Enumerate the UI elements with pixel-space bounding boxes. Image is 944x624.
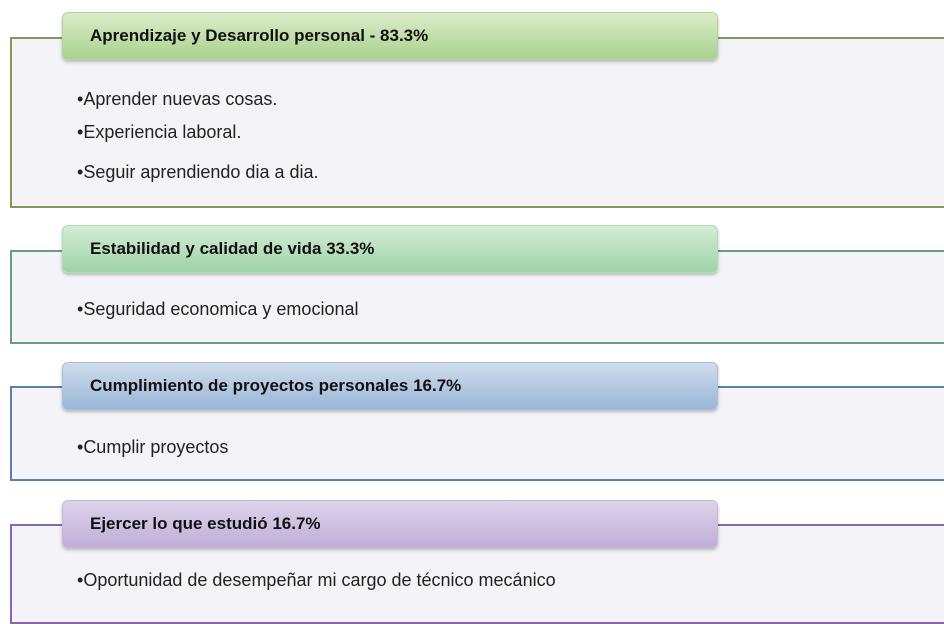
page: {"sections": [ {"title": "Aprendizaje y … [0,0,944,609]
bullet-item: Seguir aprendiendo dia a dia. [77,162,318,183]
bullet-item: Aprender nuevas cosas. [77,89,277,110]
bullet-item: Experiencia laboral. [77,122,241,143]
bullet-item: Seguridad economica y emocional [77,299,358,320]
bullet-item: Cumplir proyectos [77,437,228,458]
section-title: Cumplimiento de proyectos personales 16.… [62,362,718,410]
bullet-item: Oportunidad de desempeñar mi cargo de té… [77,570,555,591]
section-title: Ejercer lo que estudió 16.7% [62,500,718,548]
section-title: Estabilidad y calidad de vida 33.3% [62,225,718,273]
section-title: Aprendizaje y Desarrollo personal - 83.3… [62,12,718,60]
